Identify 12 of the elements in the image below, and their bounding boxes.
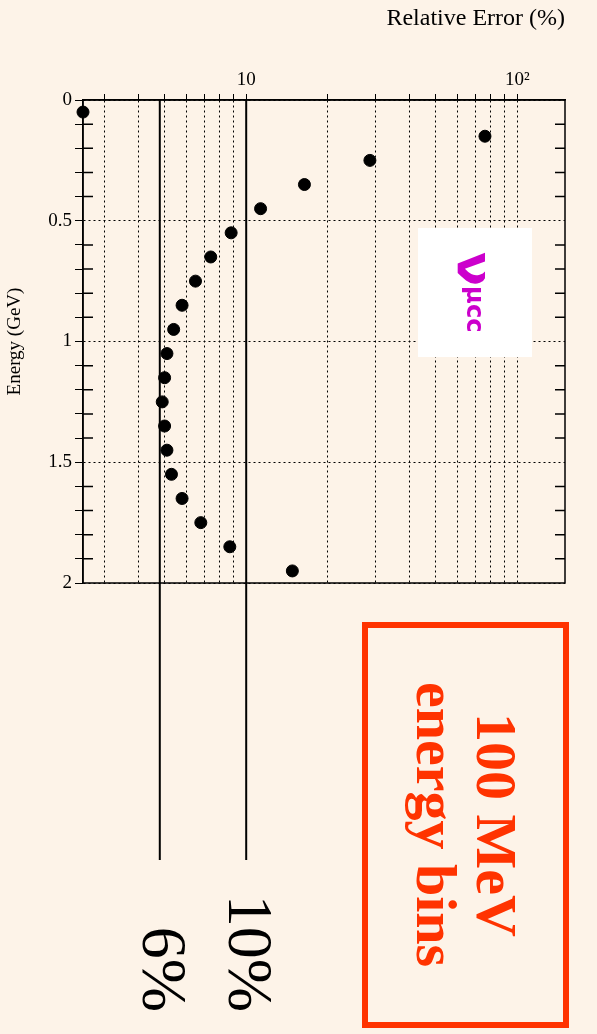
y-axis-title: Energy (GeV) <box>3 287 26 396</box>
y-tick-label: 0 <box>62 87 72 109</box>
text: 100 MeV energy bins <box>362 622 569 1028</box>
ref-line-label: 10% <box>215 894 287 1012</box>
y-tick-label: 1.5 <box>48 450 72 472</box>
text: 6% <box>128 926 200 1012</box>
x-tick-label: 10² <box>504 67 530 89</box>
x-axis-title: Relative Error (%) <box>386 3 565 30</box>
y-tick-label: 1 <box>62 329 72 351</box>
x-tick-label: 10 <box>236 67 256 89</box>
y-tick-label: 0.5 <box>48 208 72 230</box>
y-tick-label: 2 <box>62 570 72 592</box>
